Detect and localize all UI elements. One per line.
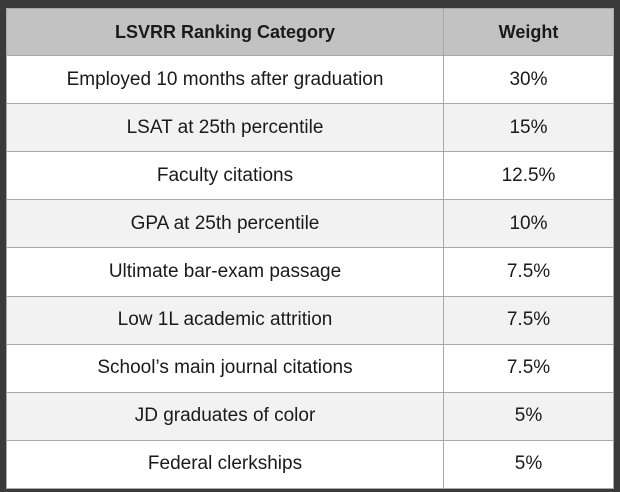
- category-cell: Federal clerkships: [6, 439, 444, 490]
- category-cell: School’s main journal citations: [6, 343, 444, 393]
- category-cell: Ultimate bar-exam passage: [6, 247, 444, 297]
- weight-cell: 10%: [443, 199, 614, 249]
- table-row: Ultimate bar-exam passage 7.5%: [6, 247, 614, 297]
- weight-cell: 15%: [443, 103, 614, 153]
- table-row: Federal clerkships 5%: [6, 439, 614, 490]
- table-row: JD graduates of color 5%: [6, 391, 614, 441]
- header-weight: Weight: [443, 8, 614, 56]
- table-row: Employed 10 months after graduation 30%: [6, 54, 614, 105]
- category-cell: JD graduates of color: [6, 391, 444, 441]
- header-category: LSVRR Ranking Category: [6, 8, 444, 56]
- category-cell: LSAT at 25th percentile: [6, 103, 444, 153]
- weight-cell: 12.5%: [443, 151, 614, 201]
- ranking-weights-table: LSVRR Ranking Category Weight Employed 1…: [6, 8, 614, 490]
- table-row: Low 1L academic attrition 7.5%: [6, 295, 614, 345]
- table-row: School’s main journal citations 7.5%: [6, 343, 614, 393]
- table-row: Faculty citations 12.5%: [6, 151, 614, 201]
- table-header-row: LSVRR Ranking Category Weight: [6, 8, 614, 56]
- weight-cell: 30%: [443, 54, 614, 105]
- table-row: LSAT at 25th percentile 15%: [6, 103, 614, 153]
- category-cell: Employed 10 months after graduation: [6, 54, 444, 105]
- table-body: Employed 10 months after graduation 30% LS…: [6, 54, 614, 490]
- category-cell: Low 1L academic attrition: [6, 295, 444, 345]
- weight-cell: 7.5%: [443, 295, 614, 345]
- weight-cell: 5%: [443, 391, 614, 441]
- weight-cell: 7.5%: [443, 247, 614, 297]
- weight-cell: 5%: [443, 439, 614, 490]
- category-cell: Faculty citations: [6, 151, 444, 201]
- category-cell: GPA at 25th percentile: [6, 199, 444, 249]
- weight-cell: 7.5%: [443, 343, 614, 393]
- table-row: GPA at 25th percentile 10%: [6, 199, 614, 249]
